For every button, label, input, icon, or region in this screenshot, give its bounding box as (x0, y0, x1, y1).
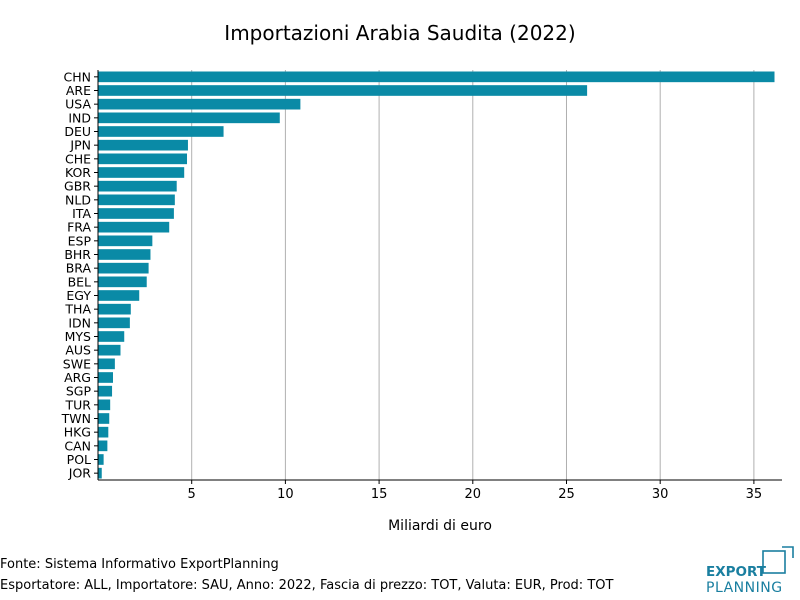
x-tick-label: 30 (652, 487, 669, 502)
y-tick-label: CAN (64, 438, 91, 453)
y-tick-label: SWE (63, 356, 91, 371)
y-tick-label: USA (65, 97, 91, 112)
y-tick-label: FRA (67, 220, 91, 235)
bar-usa (98, 98, 301, 110)
y-tick-label: CHN (64, 69, 91, 84)
bar-fra (98, 221, 170, 233)
y-tick-label: GBR (64, 179, 91, 194)
y-tick-label: SGP (66, 384, 92, 399)
y-tick-label: AUS (65, 343, 91, 358)
bar-kor (98, 167, 185, 178)
y-tick-label: ARE (66, 83, 91, 98)
logo-text-export: EXPORT (706, 564, 767, 580)
x-tick-label: 15 (371, 487, 388, 502)
bar-can (98, 440, 108, 452)
y-tick-label: ITA (72, 206, 91, 221)
bar-bhr (98, 249, 151, 260)
y-tick-label: NLD (65, 192, 91, 207)
chart-title: Importazioni Arabia Saudita (2022) (224, 21, 575, 45)
x-tick-label: 20 (465, 487, 482, 502)
bar-swe (98, 358, 115, 370)
logo-text-planning: PLANNING (706, 580, 783, 596)
y-tick-label: KOR (65, 165, 91, 180)
y-tick-label: EGY (66, 288, 91, 303)
bar-ita (98, 208, 174, 219)
bar-idn (98, 317, 130, 329)
y-tick-label: ESP (68, 233, 92, 248)
bar-egy (98, 290, 140, 301)
bar-arg (98, 372, 113, 383)
bar-esp (98, 235, 153, 247)
bar-are (98, 85, 588, 96)
x-tick-labels: 5 10 15 20 25 30 35 (188, 487, 763, 502)
bar-ind (98, 112, 280, 124)
y-tick-label: MYS (65, 329, 91, 344)
bar-sgp (98, 385, 113, 397)
exportplanning-logo: EXPORT PLANNING (706, 546, 794, 596)
bar-jpn (98, 139, 188, 151)
x-tick-label: 5 (188, 487, 196, 502)
bar-nld (98, 194, 175, 206)
y-tick-label: IND (68, 110, 91, 125)
bar-che (98, 153, 188, 165)
bar-aus (98, 344, 121, 356)
x-axis-label: Miliardi di euro (388, 518, 492, 534)
y-tick-label: DEU (64, 124, 91, 139)
bar-hkg (98, 426, 109, 438)
y-tick-label: THA (64, 302, 91, 317)
y-tick-label: BHR (64, 247, 91, 262)
grid-lines (191, 70, 755, 484)
y-tick-label: TUR (65, 397, 92, 412)
y-tick-label: BEL (68, 274, 91, 289)
bar-bel (98, 276, 147, 288)
footer-details: Esportatore: ALL, Importatore: SAU, Anno… (0, 578, 614, 593)
bar-tur (98, 399, 111, 411)
bar-deu (98, 126, 224, 137)
axes (97, 70, 782, 481)
bar-gbr (98, 180, 177, 192)
bar-jor (98, 467, 102, 479)
y-tick-label: POL (67, 452, 91, 467)
x-tick-label: 10 (277, 487, 294, 502)
bar-chn (98, 71, 775, 83)
bar-chart: Importazioni Arabia Saudita (2022) CHNAR… (61, 21, 782, 534)
y-tick-label: JOR (68, 466, 92, 481)
x-tick-label: 35 (746, 487, 763, 502)
footer-source: Fonte: Sistema Informativo ExportPlannin… (0, 557, 279, 572)
bar-twn (98, 413, 110, 424)
x-tick-label: 25 (558, 487, 575, 502)
y-tick-label: ARG (64, 370, 91, 385)
bar-pol (98, 454, 104, 465)
y-tick-label: CHE (65, 151, 91, 166)
bar-bra (98, 262, 149, 274)
y-tick-label: HKG (64, 425, 91, 440)
y-tick-label: TWN (61, 411, 91, 426)
y-tick-labels: CHNAREUSAINDDEUJPNCHEKORGBRNLDITAFRAESPB… (61, 69, 92, 480)
bars (94, 71, 775, 479)
bar-tha (98, 303, 131, 315)
bar-mys (98, 331, 125, 342)
y-tick-label: JPN (69, 138, 91, 153)
y-tick-label: IDN (68, 315, 91, 330)
y-tick-label: BRA (66, 261, 92, 276)
